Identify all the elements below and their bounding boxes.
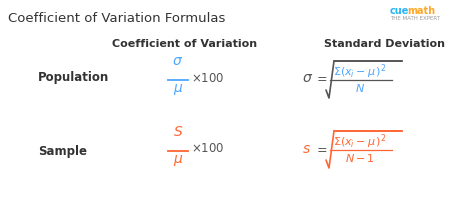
Text: $\Sigma(x_i - \mu\,)^2$: $\Sigma(x_i - \mu\,)^2$ [333,132,387,151]
Text: $\Sigma(x_i - \mu\,)^2$: $\Sigma(x_i - \mu\,)^2$ [333,62,387,81]
Text: $=$: $=$ [314,71,328,84]
Text: Population: Population [38,71,109,84]
Text: Coefficient of Variation Formulas: Coefficient of Variation Formulas [8,12,225,25]
Text: THE MATH EXPERT: THE MATH EXPERT [390,16,440,21]
Text: math: math [407,6,435,16]
Text: $s$: $s$ [302,142,311,156]
Text: $\mu$: $\mu$ [173,153,183,168]
Text: $N$: $N$ [355,82,365,94]
Text: $\times$100: $\times$100 [191,71,224,84]
Text: $\sigma$: $\sigma$ [173,54,183,68]
Text: Coefficient of Variation: Coefficient of Variation [112,39,257,49]
Text: $\mu$: $\mu$ [173,82,183,97]
Text: $S$: $S$ [173,125,183,139]
Text: $=$: $=$ [314,143,328,156]
Text: Standard Deviation: Standard Deviation [325,39,446,49]
Text: cue: cue [390,6,410,16]
Text: Sample: Sample [38,145,87,157]
Text: $\sigma$: $\sigma$ [302,71,313,85]
Text: $\times$100: $\times$100 [191,143,224,156]
Text: $N - 1$: $N - 1$ [345,152,375,164]
